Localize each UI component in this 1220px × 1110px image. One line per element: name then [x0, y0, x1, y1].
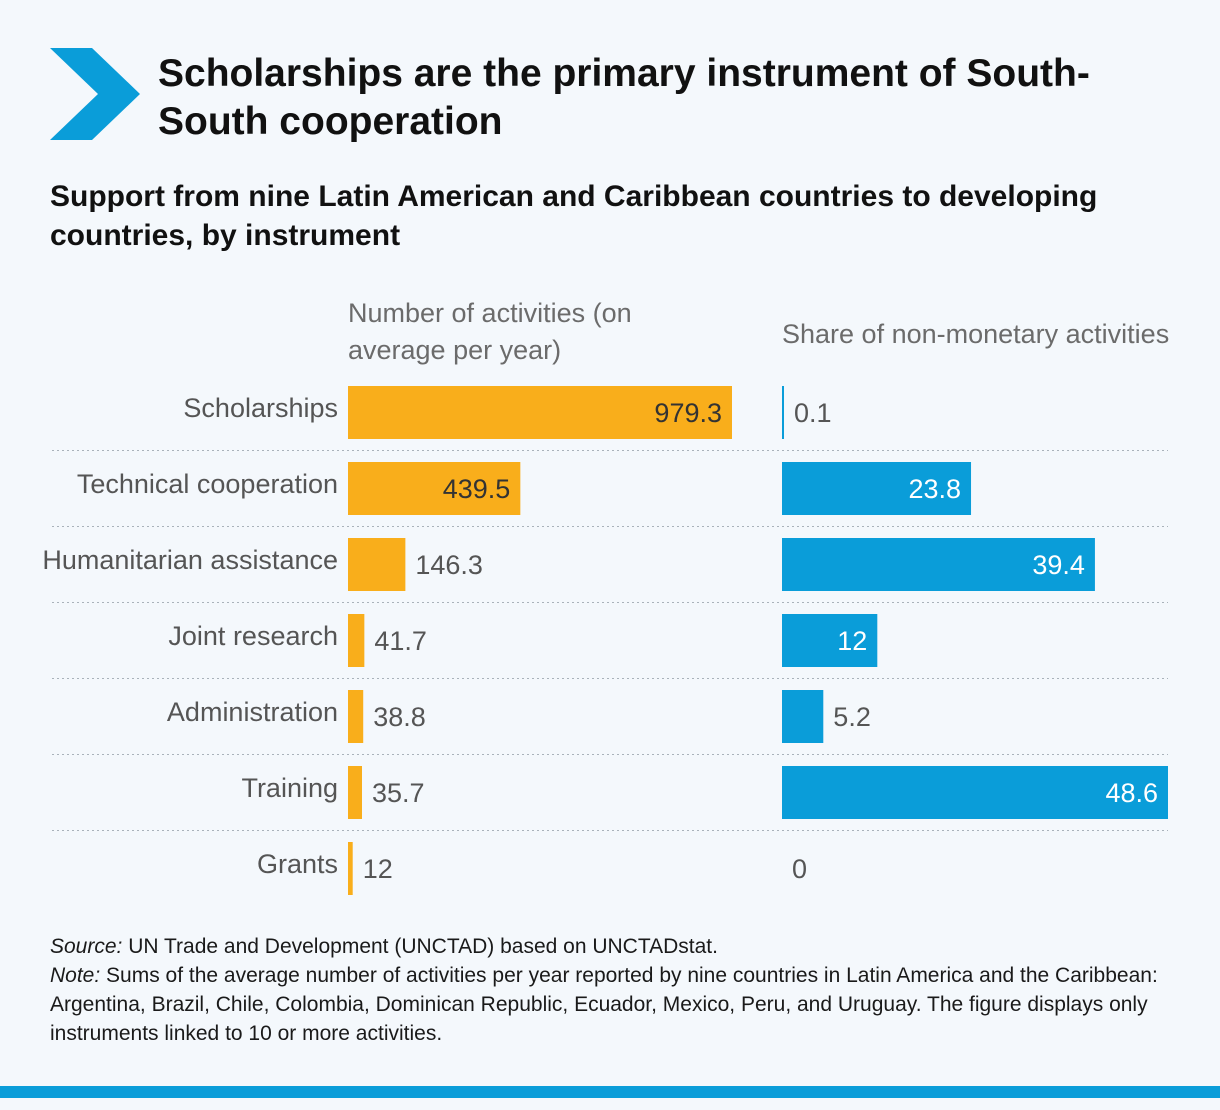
- activities-bar: [348, 538, 406, 591]
- left-panel-title: Number of activities (on average per yea…: [348, 298, 632, 365]
- share-value-label: 0.1: [794, 398, 832, 428]
- chart-subtitle: Support from nine Latin American and Car…: [50, 180, 1098, 252]
- share-bar: [782, 462, 972, 515]
- activities-bar: [348, 766, 362, 819]
- share-bar: [782, 538, 1095, 591]
- activities-bar: [348, 614, 365, 667]
- category-label: Scholarships: [183, 393, 338, 423]
- share-bar: [782, 690, 824, 743]
- note-text: Sums of the average number of activities…: [50, 964, 1158, 1045]
- activities-bar: [348, 386, 732, 439]
- activities-value-label: 41.7: [374, 626, 427, 656]
- category-label: Joint research: [168, 621, 338, 651]
- category-label: Training: [241, 773, 338, 803]
- note-line: Note: Sums of the average number of acti…: [50, 961, 1180, 1048]
- activities-value-label: 146.3: [415, 550, 483, 580]
- share-bar: [782, 614, 878, 667]
- category-label: Administration: [167, 697, 338, 727]
- share-value-label: 39.4: [1032, 550, 1085, 580]
- activities-bar: [348, 842, 353, 895]
- share-bar: [782, 386, 784, 439]
- activities-bar: [348, 690, 364, 743]
- share-value-label: 23.8: [908, 474, 961, 504]
- share-value-label: 12: [837, 626, 867, 656]
- category-label: Technical cooperation: [77, 469, 338, 499]
- source-label: Source:: [50, 935, 123, 958]
- activities-value-label: 439.5: [443, 474, 511, 504]
- note-label: Note:: [50, 964, 101, 987]
- activities-value-label: 12: [363, 854, 393, 884]
- source-line: Source: UN Trade and Development (UNCTAD…: [50, 932, 1180, 961]
- chart-title: Scholarships are the primary instrument …: [158, 52, 1090, 143]
- category-label: Humanitarian assistance: [42, 545, 338, 575]
- activities-bar: [348, 462, 521, 515]
- activities-value-label: 35.7: [372, 778, 425, 808]
- source-text: UN Trade and Development (UNCTAD) based …: [122, 935, 718, 958]
- bottom-bar: [0, 1086, 1220, 1098]
- share-value-label: 0: [792, 854, 807, 884]
- share-value-label: 5.2: [833, 702, 871, 732]
- share-value-label: 48.6: [1105, 778, 1158, 808]
- right-panel-title: Share of non-monetary activities: [782, 319, 1170, 349]
- notes: Source: UN Trade and Development (UNCTAD…: [50, 932, 1180, 1048]
- activities-value-label: 38.8: [373, 702, 426, 732]
- activities-value-label: 979.3: [654, 398, 722, 428]
- chevron-icon: [50, 48, 140, 140]
- share-bar: [782, 766, 1168, 819]
- category-label: Grants: [257, 849, 338, 879]
